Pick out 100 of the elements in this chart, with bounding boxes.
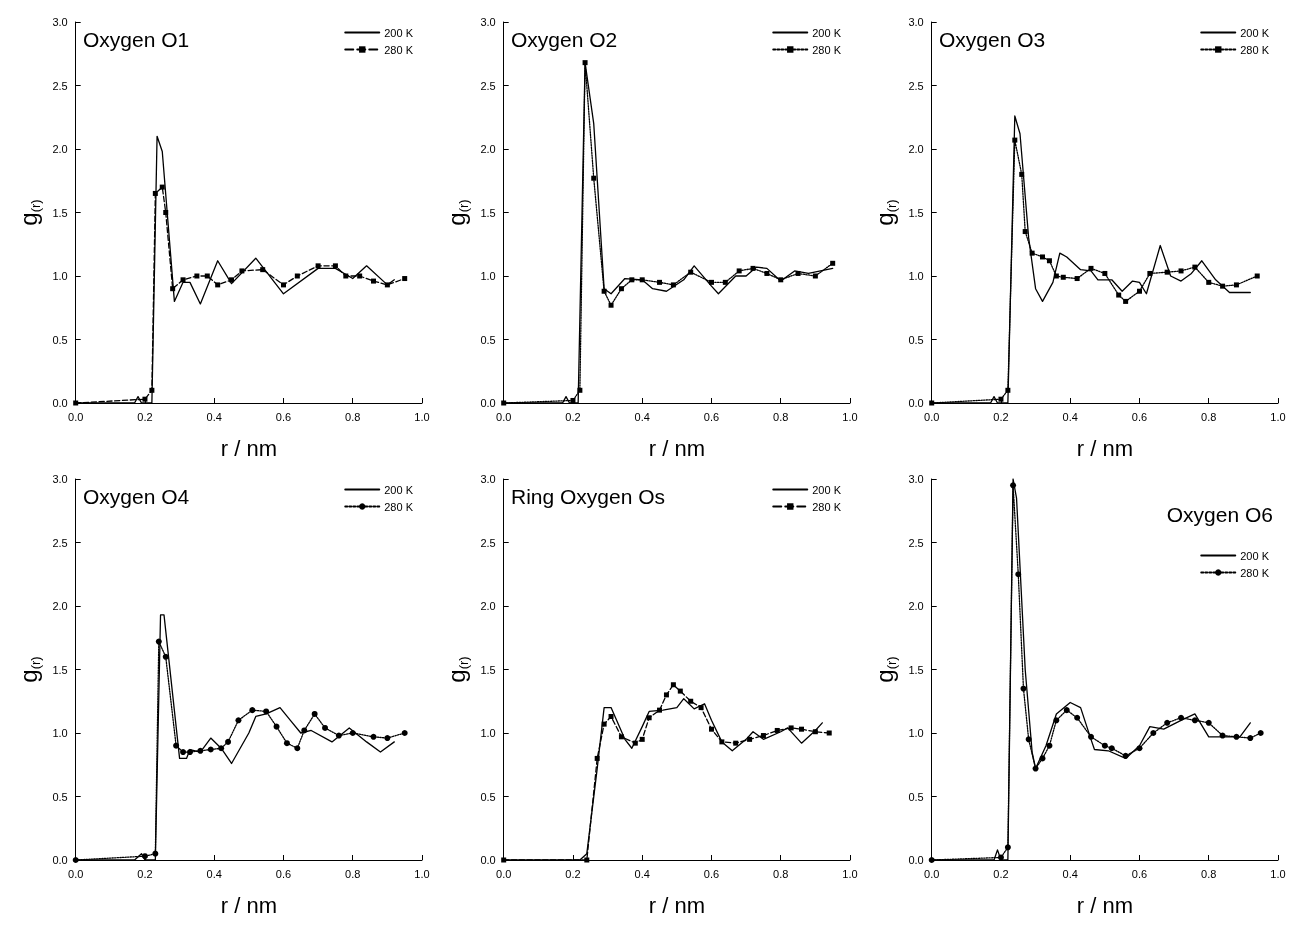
point bbox=[670, 682, 676, 688]
point bbox=[1015, 571, 1022, 578]
point bbox=[343, 273, 349, 279]
legend-label: 280 K bbox=[812, 500, 842, 513]
point bbox=[608, 302, 614, 308]
point bbox=[733, 740, 739, 746]
point bbox=[401, 730, 408, 736]
point bbox=[283, 740, 290, 747]
x-tick-label: 0.4 bbox=[206, 867, 222, 880]
point bbox=[294, 273, 300, 279]
text: Oxygen O6 bbox=[1166, 503, 1274, 526]
point bbox=[1040, 254, 1046, 260]
point bbox=[608, 713, 614, 719]
x-axis-title: r / nm bbox=[1076, 435, 1133, 461]
point bbox=[764, 270, 770, 276]
point bbox=[1206, 279, 1212, 285]
point bbox=[1136, 288, 1142, 294]
point bbox=[402, 276, 408, 282]
y-tick-label: 1.0 bbox=[908, 727, 924, 739]
point bbox=[1046, 258, 1052, 264]
x-tick-label: 0.2 bbox=[993, 867, 1009, 880]
point bbox=[215, 282, 221, 288]
point bbox=[263, 708, 270, 715]
y-tick-label: 1.5 bbox=[908, 206, 924, 219]
point bbox=[194, 273, 200, 279]
point bbox=[1032, 765, 1039, 772]
point bbox=[1150, 730, 1157, 736]
point bbox=[1022, 229, 1028, 235]
x-tick-label: 0.8 bbox=[773, 867, 789, 880]
point bbox=[577, 387, 583, 393]
y-tick-label: 3.0 bbox=[480, 473, 496, 485]
y-axis-title: g(r) bbox=[870, 656, 899, 683]
point bbox=[1254, 273, 1260, 279]
x-tick-label: 0.4 bbox=[1062, 410, 1078, 423]
point bbox=[618, 734, 624, 740]
point bbox=[280, 282, 286, 288]
point bbox=[1046, 742, 1053, 749]
point bbox=[371, 278, 377, 284]
point bbox=[670, 282, 676, 288]
x-tick-label: 0.0 bbox=[68, 410, 84, 423]
x-tick-label: 0.8 bbox=[345, 867, 361, 880]
point bbox=[812, 729, 818, 735]
point bbox=[591, 175, 597, 181]
legend-label: 280 K bbox=[812, 43, 842, 56]
x-tick-label: 1.0 bbox=[1270, 410, 1286, 423]
point bbox=[639, 736, 645, 742]
point bbox=[788, 725, 794, 731]
legend-label: 200 K bbox=[384, 483, 414, 496]
point bbox=[229, 277, 235, 283]
chart-title: Oxygen O1 bbox=[83, 28, 190, 51]
point bbox=[1039, 755, 1046, 762]
y-tick-label: 0.0 bbox=[480, 854, 496, 866]
y-tick-label: 2.0 bbox=[480, 600, 496, 612]
point bbox=[1164, 269, 1170, 275]
point bbox=[294, 745, 301, 752]
point bbox=[159, 184, 165, 190]
point bbox=[1025, 736, 1032, 743]
point bbox=[1074, 714, 1081, 721]
x-tick-label: 0.2 bbox=[565, 867, 581, 880]
y-tick-label: 3.0 bbox=[908, 473, 924, 485]
point bbox=[249, 707, 256, 714]
legend-label: 280 K bbox=[1240, 566, 1270, 579]
x-tick-label: 0.0 bbox=[68, 867, 84, 880]
x-tick-label: 1.0 bbox=[842, 410, 858, 423]
point bbox=[1205, 719, 1212, 726]
legend-label: 280 K bbox=[384, 43, 414, 56]
point bbox=[657, 279, 663, 285]
y-tick-label: 1.0 bbox=[52, 727, 68, 739]
point bbox=[830, 260, 836, 266]
y-axis-title: g(r) bbox=[442, 199, 471, 226]
point bbox=[197, 747, 204, 754]
point bbox=[1029, 250, 1035, 256]
point bbox=[778, 277, 784, 283]
x-tick-label: 0.6 bbox=[1131, 410, 1148, 423]
point bbox=[1116, 292, 1122, 298]
point bbox=[594, 755, 600, 761]
point bbox=[1164, 719, 1171, 726]
point bbox=[370, 733, 377, 740]
point bbox=[180, 277, 186, 283]
chart-title: Ring Oxygen Os bbox=[511, 485, 666, 508]
y-axis-title: g(r) bbox=[870, 199, 899, 226]
point bbox=[1005, 387, 1011, 393]
point bbox=[1088, 733, 1094, 740]
point bbox=[152, 850, 159, 857]
point bbox=[239, 268, 245, 274]
point bbox=[1012, 137, 1018, 143]
y-tick-label: 0.0 bbox=[52, 854, 68, 866]
x-tick-label: 0.6 bbox=[703, 867, 720, 880]
point bbox=[601, 288, 607, 294]
point bbox=[1178, 268, 1184, 274]
point bbox=[1122, 752, 1129, 759]
legend-label: 280 K bbox=[384, 500, 414, 513]
point bbox=[170, 286, 176, 292]
point bbox=[322, 724, 329, 731]
point bbox=[1010, 482, 1017, 489]
y-axis-title: g(r) bbox=[14, 199, 43, 226]
y-tick-label: 0.5 bbox=[480, 790, 496, 803]
y-tick-label: 2.5 bbox=[52, 79, 68, 92]
y-tick-label: 2.5 bbox=[908, 79, 924, 92]
y-tick-label: 2.0 bbox=[908, 600, 924, 612]
